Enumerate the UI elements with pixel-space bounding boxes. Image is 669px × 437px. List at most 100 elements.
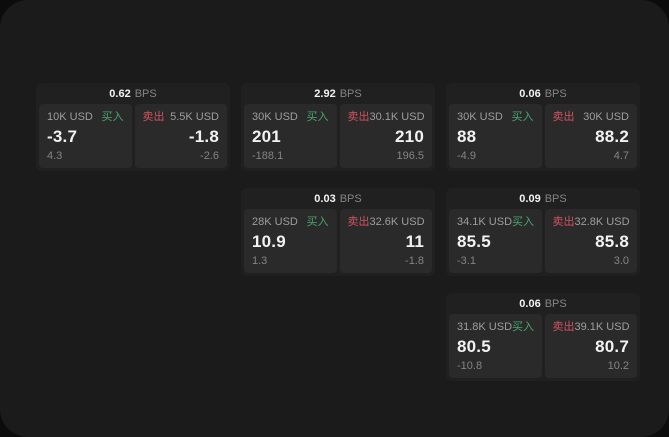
buy-panel[interactable]: 30K USD 买入 201 -188.1 [244, 104, 337, 168]
sell-sub-value: 196.5 [396, 150, 424, 162]
sell-size: 32.8K USD [574, 216, 630, 228]
sell-label: 卖出 [347, 216, 370, 228]
buy-price: 10.9 [252, 232, 286, 251]
sell-label: 卖出 [347, 111, 370, 123]
sell-top-row: 卖出 39.1K USD [553, 321, 630, 334]
sell-sub-value: 10.2 [607, 360, 629, 372]
sell-sub-value: -2.6 [200, 150, 219, 162]
sell-panel[interactable]: 卖出 32.8K USD 85.8 3.0 [544, 209, 637, 273]
buy-size: 34.1K USD [457, 216, 513, 228]
buy-panel[interactable]: 10K USD 买入 -3.7 4.3 [39, 104, 132, 168]
quote-card: 0.06 BPS 30K USD 买入 88 -4.9 卖出 30K USD [446, 83, 640, 171]
buy-price: 201 [252, 127, 281, 146]
buy-label: 买入 [306, 216, 329, 228]
buy-sub-value: 4.3 [47, 150, 63, 162]
card-body: 30K USD 买入 201 -188.1 卖出 30.1K USD 210 1… [241, 104, 435, 171]
card-header: 0.03 BPS [241, 188, 435, 209]
card-body: 34.1K USD 买入 85.5 -3.1 卖出 32.8K USD 85.8… [446, 209, 640, 276]
card-header: 2.92 BPS [241, 83, 435, 104]
quote-card: 0.03 BPS 28K USD 买入 10.9 1.3 卖出 32.6K US… [241, 188, 435, 276]
bps-value: 0.03 [314, 192, 336, 205]
quote-card-grid: 0.62 BPS 10K USD 买入 -3.7 4.3 卖出 5.5K USD [36, 83, 640, 381]
buy-sub-value: -4.9 [457, 150, 476, 162]
card-header: 0.06 BPS [446, 83, 640, 104]
sell-sub-value: 4.7 [613, 150, 629, 162]
sell-size: 30.1K USD [369, 111, 425, 123]
sell-panel[interactable]: 卖出 30K USD 88.2 4.7 [544, 104, 637, 168]
card-header: 0.09 BPS [446, 188, 640, 209]
sell-price: 11 [405, 232, 424, 251]
sell-label: 卖出 [552, 111, 575, 123]
card-body: 28K USD 买入 10.9 1.3 卖出 32.6K USD 11 -1.8 [241, 209, 435, 276]
sell-panel[interactable]: 卖出 30.1K USD 210 196.5 [339, 104, 432, 168]
buy-label: 买入 [512, 216, 535, 228]
sell-sub-value: -1.8 [405, 255, 424, 267]
sell-size: 30K USD [583, 111, 629, 123]
buy-panel[interactable]: 28K USD 买入 10.9 1.3 [244, 209, 337, 273]
sell-top-row: 卖出 32.6K USD [348, 216, 425, 229]
card-header: 0.62 BPS [36, 83, 230, 104]
buy-sub-value: -3.1 [457, 255, 476, 267]
card-body: 30K USD 买入 88 -4.9 卖出 30K USD 88.2 4.7 [446, 104, 640, 171]
bps-unit: BPS [339, 192, 362, 205]
buy-top-row: 34.1K USD 买入 [457, 216, 534, 229]
buy-label: 买入 [512, 321, 535, 333]
buy-sub-value: 1.3 [252, 255, 268, 267]
buy-price: 88 [457, 127, 477, 146]
buy-price: 85.5 [457, 232, 491, 251]
sell-label: 卖出 [552, 216, 575, 228]
card-body: 31.8K USD 买入 80.5 -10.8 卖出 39.1K USD 80.… [446, 314, 640, 381]
sell-size: 5.5K USD [170, 111, 219, 123]
sell-size: 32.6K USD [369, 216, 425, 228]
buy-top-row: 31.8K USD 买入 [457, 321, 534, 334]
buy-panel[interactable]: 30K USD 买入 88 -4.9 [449, 104, 542, 168]
sell-panel[interactable]: 卖出 39.1K USD 80.7 10.2 [544, 314, 637, 378]
bps-value: 0.09 [519, 192, 541, 205]
buy-size: 30K USD [457, 111, 503, 123]
buy-size: 10K USD [47, 111, 93, 123]
bps-value: 2.92 [314, 87, 336, 100]
buy-label: 买入 [101, 111, 124, 123]
buy-top-row: 28K USD 买入 [252, 216, 329, 229]
buy-size: 28K USD [252, 216, 298, 228]
buy-top-row: 30K USD 买入 [457, 111, 534, 124]
card-header: 0.06 BPS [446, 293, 640, 314]
buy-panel[interactable]: 34.1K USD 买入 85.5 -3.1 [449, 209, 542, 273]
bps-unit: BPS [134, 87, 157, 100]
sell-top-row: 卖出 5.5K USD [143, 111, 220, 124]
bps-value: 0.06 [519, 297, 541, 310]
buy-size: 30K USD [252, 111, 298, 123]
sell-panel[interactable]: 卖出 5.5K USD -1.8 -2.6 [134, 104, 227, 168]
bps-unit: BPS [544, 87, 567, 100]
sell-top-row: 卖出 30K USD [553, 111, 630, 124]
buy-panel[interactable]: 31.8K USD 买入 80.5 -10.8 [449, 314, 542, 378]
sell-top-row: 卖出 32.8K USD [553, 216, 630, 229]
buy-size: 31.8K USD [457, 321, 513, 333]
sell-price: -1.8 [188, 127, 219, 146]
quote-card: 0.06 BPS 31.8K USD 买入 80.5 -10.8 卖出 39.1… [446, 293, 640, 381]
sell-panel[interactable]: 卖出 32.6K USD 11 -1.8 [339, 209, 432, 273]
quote-card: 2.92 BPS 30K USD 买入 201 -188.1 卖出 30.1K … [241, 83, 435, 171]
sell-top-row: 卖出 30.1K USD [348, 111, 425, 124]
sell-sub-value: 3.0 [613, 255, 629, 267]
buy-top-row: 30K USD 买入 [252, 111, 329, 124]
sell-price: 85.8 [595, 232, 629, 251]
card-body: 10K USD 买入 -3.7 4.3 卖出 5.5K USD -1.8 -2.… [36, 104, 230, 171]
sell-price: 210 [395, 127, 424, 146]
quote-card: 0.62 BPS 10K USD 买入 -3.7 4.3 卖出 5.5K USD [36, 83, 230, 171]
bps-unit: BPS [544, 192, 567, 205]
sell-label: 卖出 [142, 111, 165, 123]
buy-price: -3.7 [47, 127, 78, 146]
buy-price: 80.5 [457, 337, 491, 356]
sell-label: 卖出 [552, 321, 575, 333]
quote-card: 0.09 BPS 34.1K USD 买入 85.5 -3.1 卖出 32.8K… [446, 188, 640, 276]
bps-unit: BPS [339, 87, 362, 100]
sell-price: 88.2 [595, 127, 629, 146]
buy-sub-value: -10.8 [457, 360, 483, 372]
buy-label: 买入 [306, 111, 329, 123]
sell-size: 39.1K USD [574, 321, 630, 333]
buy-sub-value: -188.1 [252, 150, 284, 162]
buy-label: 买入 [511, 111, 534, 123]
bps-value: 0.06 [519, 87, 541, 100]
